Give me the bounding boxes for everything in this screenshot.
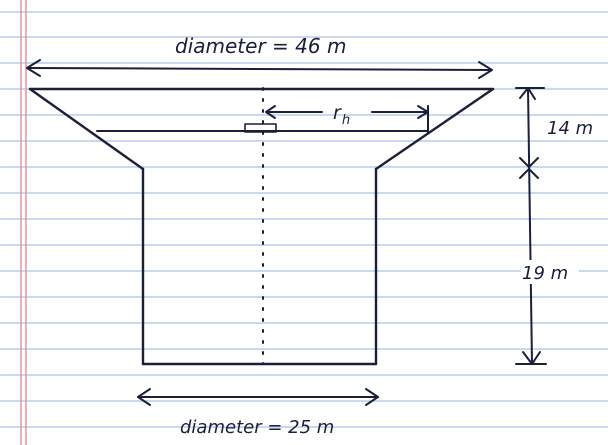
bottom-height-label-gap xyxy=(521,260,579,284)
ruled-lines xyxy=(0,11,608,428)
bottom-left-arrowhead xyxy=(137,388,151,406)
radius-dimension: rh xyxy=(265,102,429,134)
tank-shape xyxy=(28,87,495,366)
top-height-label: 14 m xyxy=(547,118,593,139)
top-diameter-label: diameter = 46 m xyxy=(175,34,346,58)
middle-height-arrowheads xyxy=(519,157,539,179)
radius-left-arrowhead xyxy=(265,105,276,119)
top-diameter-dimension: diameter = 46 m xyxy=(26,34,493,79)
height-dimensions: 14 m 19 m xyxy=(515,87,593,365)
right-arrowhead xyxy=(478,61,493,79)
bottom-right-arrowhead xyxy=(365,388,379,406)
left-arrowhead xyxy=(26,59,41,77)
bottom-height-label: 19 m xyxy=(522,263,568,284)
right-angle-marker xyxy=(244,123,277,133)
margin-lines xyxy=(20,0,27,445)
radius-label: rh xyxy=(333,102,350,128)
radius-subscript: h xyxy=(342,113,350,128)
left-slant-edge xyxy=(28,87,145,171)
right-slant-edge xyxy=(374,87,495,171)
bottom-diameter-label: diameter = 25 m xyxy=(180,417,334,438)
bottom-diameter-dimension: diameter = 25 m xyxy=(137,388,379,438)
